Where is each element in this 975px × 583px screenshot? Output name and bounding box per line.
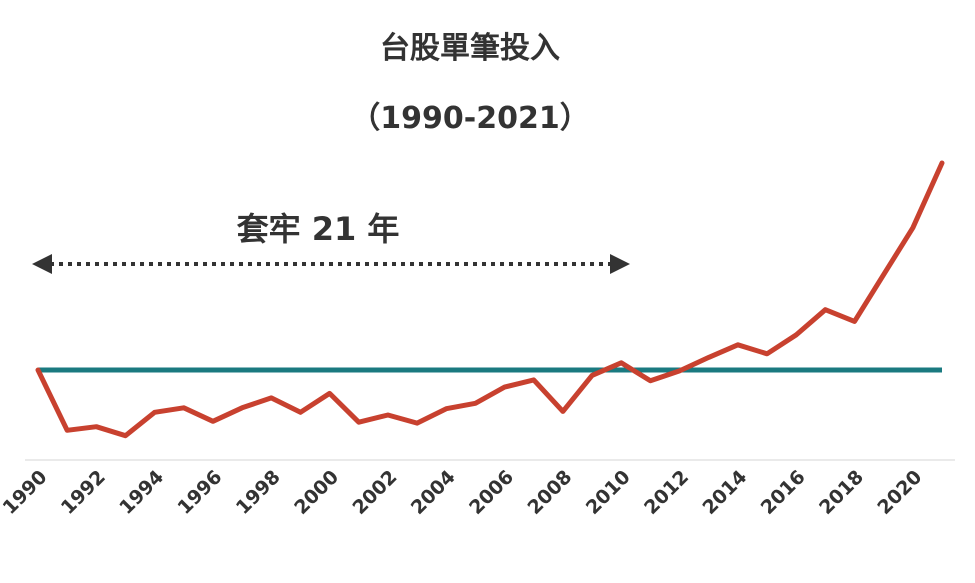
x-tick-label: 1992 bbox=[57, 466, 110, 519]
x-tick-label: 2000 bbox=[290, 466, 343, 519]
x-tick-label: 2020 bbox=[873, 466, 926, 519]
x-tick-label: 2018 bbox=[815, 466, 868, 519]
x-tick-label: 1990 bbox=[0, 466, 52, 519]
chart-subtitle: （1990-2021） bbox=[350, 101, 589, 136]
x-tick-label: 2008 bbox=[523, 466, 576, 519]
x-tick-label: 2010 bbox=[582, 466, 635, 519]
chart-title: 台股單筆投入 bbox=[380, 31, 560, 66]
x-tick-label: 2012 bbox=[640, 466, 693, 519]
x-tick-label: 2006 bbox=[465, 466, 518, 519]
x-tick-label: 2004 bbox=[407, 466, 460, 519]
x-tick-label: 2014 bbox=[698, 466, 751, 519]
annotation: 套牢 21 年 bbox=[237, 210, 400, 248]
x-tick-label: 2016 bbox=[757, 466, 810, 519]
x-tick-label: 2002 bbox=[349, 466, 402, 519]
x-tick-label: 1994 bbox=[115, 466, 168, 519]
x-tick-label: 1996 bbox=[174, 466, 227, 519]
x-tick-label: 1998 bbox=[232, 466, 285, 519]
arrow-head-right bbox=[610, 254, 630, 274]
data-line bbox=[35, 160, 945, 439]
arrow-head-left bbox=[32, 254, 52, 274]
